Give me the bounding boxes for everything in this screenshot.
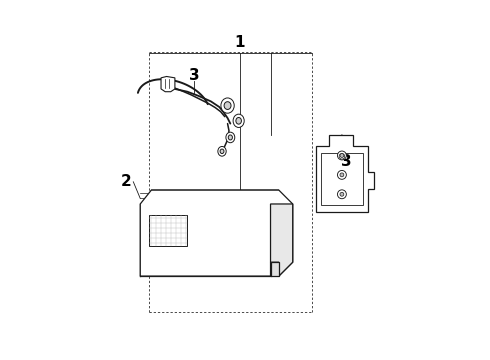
Ellipse shape bbox=[218, 147, 226, 156]
Text: 2: 2 bbox=[121, 174, 132, 189]
Ellipse shape bbox=[339, 153, 344, 159]
Ellipse shape bbox=[338, 170, 346, 179]
Ellipse shape bbox=[338, 151, 346, 160]
Polygon shape bbox=[148, 215, 187, 246]
Polygon shape bbox=[140, 190, 293, 276]
Text: 1: 1 bbox=[235, 35, 245, 50]
Text: 3: 3 bbox=[342, 153, 352, 168]
Ellipse shape bbox=[340, 192, 344, 196]
Ellipse shape bbox=[226, 132, 235, 143]
Ellipse shape bbox=[340, 153, 344, 157]
Ellipse shape bbox=[228, 135, 232, 140]
Polygon shape bbox=[316, 135, 374, 212]
Ellipse shape bbox=[220, 149, 224, 153]
Polygon shape bbox=[270, 204, 293, 276]
Ellipse shape bbox=[224, 102, 231, 109]
Text: 3: 3 bbox=[189, 68, 199, 82]
Ellipse shape bbox=[236, 117, 242, 124]
Ellipse shape bbox=[233, 114, 244, 127]
Polygon shape bbox=[270, 262, 279, 276]
Ellipse shape bbox=[340, 173, 344, 177]
Ellipse shape bbox=[221, 98, 234, 113]
Polygon shape bbox=[151, 190, 279, 204]
Bar bbox=[321, 153, 363, 205]
Ellipse shape bbox=[338, 190, 346, 199]
Polygon shape bbox=[161, 76, 175, 92]
